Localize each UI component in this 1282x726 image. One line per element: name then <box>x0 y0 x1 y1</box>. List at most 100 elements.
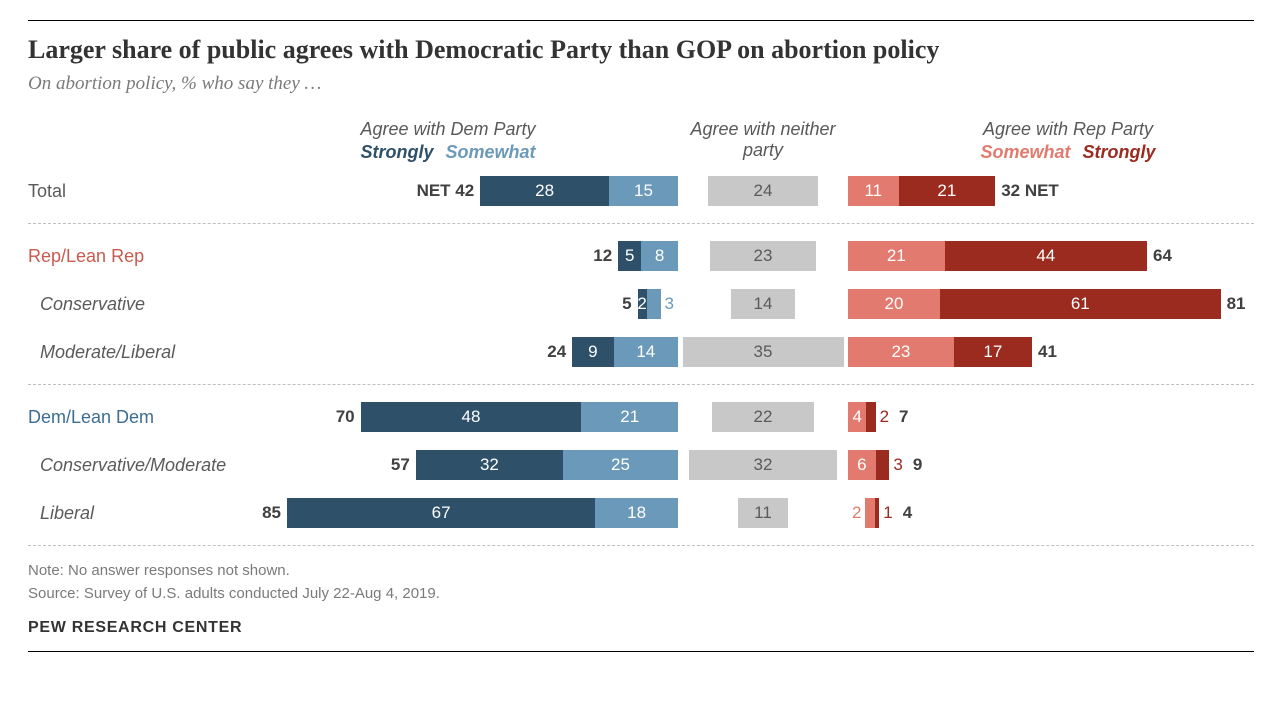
data-row: Conservative/Moderate57322532639 <box>28 441 1254 489</box>
chart-area: Agree with Dem Party Strongly Somewhat A… <box>28 119 1254 546</box>
rep-strongly-value-outside: 2 <box>876 407 893 427</box>
neither-bar: 32 <box>689 450 836 480</box>
dem-bar-wrap: 573225 <box>218 450 678 480</box>
dem-strongly-bar: 2 <box>638 289 647 319</box>
dem-net-value: 5 <box>616 294 637 314</box>
rep-somewhat-bar: 6 <box>848 450 876 480</box>
neither-bar: 23 <box>710 241 816 271</box>
dem-net-value: 57 <box>385 455 416 475</box>
rows-group-rep: Rep/Lean Rep125823214464Conservative5231… <box>28 232 1254 376</box>
rep-somewhat-bar: 4 <box>848 402 866 432</box>
neither-bar-wrap: 23 <box>678 241 848 271</box>
legend-dem-strongly: Strongly <box>360 142 433 163</box>
rep-strongly-bar <box>876 450 890 480</box>
rep-somewhat-bar <box>865 498 874 528</box>
dem-somewhat-bar: 25 <box>563 450 678 480</box>
rep-net-value: 9 <box>907 455 928 475</box>
rep-net-value: 4 <box>897 503 918 523</box>
neither-bar: 11 <box>738 498 789 528</box>
rep-bar-wrap: 427 <box>848 402 1282 432</box>
divider-2 <box>28 384 1254 385</box>
dem-net-value: 12 <box>587 246 618 266</box>
data-row: Dem/Lean Dem70482122427 <box>28 393 1254 441</box>
rows-group-dem: Dem/Lean Dem70482122427Conservative/Mode… <box>28 393 1254 537</box>
row-label: Total <box>28 181 218 202</box>
dem-net-value: NET 42 <box>411 181 481 201</box>
dem-bar-wrap: 523 <box>218 289 678 319</box>
rep-net-value: 7 <box>893 407 914 427</box>
data-row: TotalNET 422815 24 112132 NET <box>28 167 1254 215</box>
rep-somewhat-bar: 11 <box>848 176 899 206</box>
rep-strongly-bar: 21 <box>899 176 996 206</box>
neither-bar-wrap: 32 <box>678 450 848 480</box>
rule-top <box>28 20 1254 21</box>
neither-bar-wrap: 35 <box>678 337 848 367</box>
neither-bar-wrap: 24 <box>678 176 848 206</box>
rep-somewhat-bar: 20 <box>848 289 940 319</box>
rep-net-value: 41 <box>1032 342 1063 362</box>
data-row: Liberal85671811214 <box>28 489 1254 537</box>
row-label: Conservative/Moderate <box>28 455 218 476</box>
dem-strongly-bar: 32 <box>416 450 563 480</box>
data-row: Conservative52314206181 <box>28 280 1254 328</box>
header-dem-title: Agree with Dem Party <box>218 119 678 140</box>
row-label: Rep/Lean Rep <box>28 246 218 267</box>
rep-strongly-bar: 17 <box>954 337 1032 367</box>
header-rep-title: Agree with Rep Party <box>848 119 1282 140</box>
header-dem: Agree with Dem Party Strongly Somewhat <box>218 119 678 163</box>
dem-strongly-bar: 48 <box>361 402 582 432</box>
rule-bottom <box>28 651 1254 652</box>
dem-somewhat-bar <box>647 289 661 319</box>
row-label: Liberal <box>28 503 218 524</box>
rep-somewhat-bar: 23 <box>848 337 954 367</box>
rep-net-value: 32 NET <box>995 181 1065 201</box>
dem-bar-wrap: 704821 <box>218 402 678 432</box>
rep-somewhat-value-outside: 2 <box>848 503 865 523</box>
dem-net-value: 24 <box>541 342 572 362</box>
chart-title: Larger share of public agrees with Democ… <box>28 35 1254 65</box>
dem-somewhat-bar: 21 <box>581 402 678 432</box>
dem-somewhat-bar: 8 <box>641 241 678 271</box>
row-label: Moderate/Liberal <box>28 342 218 363</box>
rows-total: TotalNET 422815 24 112132 NET <box>28 167 1254 215</box>
dem-strongly-bar: 28 <box>480 176 609 206</box>
divider-3 <box>28 545 1254 546</box>
rep-bar-wrap: 206181 <box>848 289 1282 319</box>
data-row: Moderate/Liberal2491435231741 <box>28 328 1254 376</box>
divider-1 <box>28 223 1254 224</box>
legend-rep-somewhat: Somewhat <box>980 142 1070 163</box>
column-headers: Agree with Dem Party Strongly Somewhat A… <box>28 119 1254 163</box>
note-line-2: Source: Survey of U.S. adults conducted … <box>28 583 1254 606</box>
rep-strongly-bar: 44 <box>945 241 1147 271</box>
header-neither: Agree with neither party <box>678 119 848 163</box>
rep-net-value: 81 <box>1221 294 1252 314</box>
legend-rep-strongly: Strongly <box>1083 142 1156 163</box>
neither-bar-wrap: 22 <box>678 402 848 432</box>
dem-net-value: 85 <box>256 503 287 523</box>
dem-bar-wrap: NET 422815 <box>218 176 678 206</box>
neither-bar-wrap: 14 <box>678 289 848 319</box>
neither-bar: 22 <box>712 402 813 432</box>
chart-notes: Note: No answer responses not shown. Sou… <box>28 560 1254 605</box>
brand-label: PEW RESEARCH CENTER <box>28 619 1254 637</box>
rep-bar-wrap: 214 <box>848 498 1282 528</box>
neither-bar: 35 <box>683 337 844 367</box>
rep-strongly-bar <box>866 402 875 432</box>
neither-bar: 24 <box>708 176 818 206</box>
rep-net-value: 64 <box>1147 246 1178 266</box>
note-line-1: Note: No answer responses not shown. <box>28 560 1254 583</box>
header-dem-legend: Strongly Somewhat <box>218 142 678 163</box>
dem-somewhat-value-outside: 3 <box>661 294 678 314</box>
rep-bar-wrap: 214464 <box>848 241 1282 271</box>
legend-dem-somewhat: Somewhat <box>445 142 535 163</box>
rep-strongly-bar: 61 <box>940 289 1221 319</box>
dem-bar-wrap: 1258 <box>218 241 678 271</box>
rep-bar-wrap: 639 <box>848 450 1282 480</box>
neither-bar-wrap: 11 <box>678 498 848 528</box>
rep-somewhat-bar: 21 <box>848 241 945 271</box>
data-row: Rep/Lean Rep1258 23 214464 <box>28 232 1254 280</box>
dem-somewhat-bar: 18 <box>595 498 678 528</box>
chart-subtitle: On abortion policy, % who say they … <box>28 73 1254 95</box>
rep-strongly-value-outside: 1 <box>879 503 896 523</box>
dem-strongly-bar: 9 <box>572 337 613 367</box>
